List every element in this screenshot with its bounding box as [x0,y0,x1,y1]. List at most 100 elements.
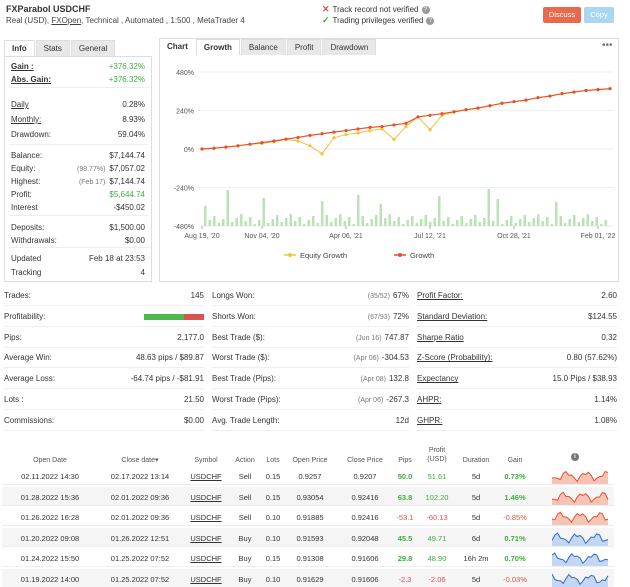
info-value-text: $7,144.74 [109,151,145,160]
data-point [260,140,264,145]
column-header[interactable]: Close Price [347,457,383,464]
table-cell: 0.73% [504,472,526,481]
discuss-button[interactable]: Discuss [543,7,581,23]
info-value-text: 4 [140,268,145,277]
table-row[interactable] [2,486,614,506]
divider [4,367,204,369]
info-tabs: Info Stats General [4,40,116,56]
stat-label: Lots : [4,395,24,404]
sparkline-line [552,573,609,585]
tab-info[interactable]: Info [4,40,35,56]
tab-drawdown[interactable]: Drawdown [322,39,377,55]
info-label: Interest [11,203,38,212]
stat-value: $0.00 [184,416,204,425]
column-header[interactable]: Duration [462,457,490,464]
y-tick-label: -240% [174,186,194,193]
data-point [356,127,360,131]
stat-label[interactable]: Expectancy [417,374,459,384]
stat-label[interactable]: Sharpe Ratio [417,332,464,342]
broker-link[interactable]: FXOpen [51,16,82,25]
table-cell[interactable]: USDCHF [190,533,222,543]
column-header[interactable]: Close date▾ [121,457,159,464]
table-cell[interactable]: USDCHF [190,472,222,481]
data-point [404,121,408,125]
legend-label-equity[interactable]: Equity Growth [300,251,347,260]
more-icon[interactable]: ••• [602,40,613,51]
table-cell[interactable]: USDCHF [190,513,222,522]
data-point [308,144,312,148]
copy-button[interactable]: Copy [584,7,614,23]
column-header[interactable]: Profit (USD) [427,447,447,463]
volume-bar [501,224,504,226]
column-header[interactable]: Open Price [292,457,328,464]
volume-bar [492,221,495,226]
info-value: $0.00 [125,236,145,245]
column-header[interactable]: Open Date [33,457,67,464]
stat-label[interactable]: Profit Factor: [417,291,463,300]
table-cell[interactable]: USDCHF [190,554,222,563]
stat-sub: (67/93) [367,313,390,321]
tab-stats[interactable]: Stats [35,40,70,56]
divider [417,388,617,390]
info-label: Balance: [11,151,43,160]
volume-bar [528,222,531,226]
table-cell: 0.10 [265,574,281,584]
stat-label[interactable]: AHPR: [417,395,442,404]
volume-bar [483,218,486,226]
table-cell[interactable]: USDCHF [190,574,222,584]
info-value: (98.77%) $7,057.02 [77,164,145,173]
volume-bar [555,202,558,226]
table-cell: Buy [238,554,252,563]
table-row[interactable] [2,466,614,485]
help-icon[interactable]: ? [426,16,435,25]
info-icon[interactable]: i [571,453,579,461]
tab-balance[interactable]: Balance [240,39,286,55]
table-row[interactable] [2,527,614,547]
volume-bar [366,223,369,226]
table-cell: 0.92416 [351,492,379,502]
tab-profit[interactable]: Profit [286,39,322,55]
stat-label[interactable]: GHPR: [417,415,443,425]
volume-bar [406,220,409,226]
column-header[interactable]: Lots [266,457,280,464]
sparkline-line [552,552,609,565]
table-row[interactable] [2,507,614,526]
data-point [332,130,336,134]
stat-value-text: -267.3 [386,395,409,404]
volume-bar [330,222,333,226]
volume-bar [424,215,427,226]
table-cell: 102.20 [425,492,449,502]
volume-bar [267,223,270,226]
stat-label[interactable]: Standard Deviation: [417,311,488,321]
table-cell: 0.91885 [296,513,324,522]
track-record-text: Track record not verified [332,5,419,14]
stat-label[interactable]: Z-Score (Probability): [417,353,493,363]
stat-value: (Apr 06) -267.3 [358,395,409,404]
data-point [560,92,564,96]
stat-row: AHPR: 1.14% [417,390,617,410]
column-header[interactable]: Action [235,457,255,464]
y-tick-label: -480% [174,224,194,231]
data-point [392,137,396,141]
tab-growth[interactable]: Growth [195,39,240,55]
stat-label: Profitability: [4,311,46,321]
volume-bar [357,195,360,226]
column-header[interactable]: Gain [507,457,523,464]
volume-bar [438,196,441,226]
stat-row: Best Trade (Pips): (Apr 08) 132.8 [212,369,409,389]
table-cell[interactable]: USDCHF [190,492,222,502]
help-icon[interactable]: ? [421,5,430,14]
legend-label-growth[interactable]: Growth [410,251,434,260]
stat-value-text: 747.87 [384,332,409,342]
stat-label: Commissions: [4,415,55,425]
y-tick-label: 480% [176,70,194,77]
table-row[interactable] [2,548,614,567]
stat-value: (Jun 16) 747.87 [356,333,409,342]
info-value: $5,644.74 [109,190,145,199]
column-header[interactable]: Symbol [194,457,218,464]
volume-bar [339,214,342,226]
table-cell: Buy [238,574,252,584]
tab-general[interactable]: General [70,40,116,56]
column-header[interactable]: Pips [398,457,412,464]
info-value: 8.93% [122,115,145,124]
